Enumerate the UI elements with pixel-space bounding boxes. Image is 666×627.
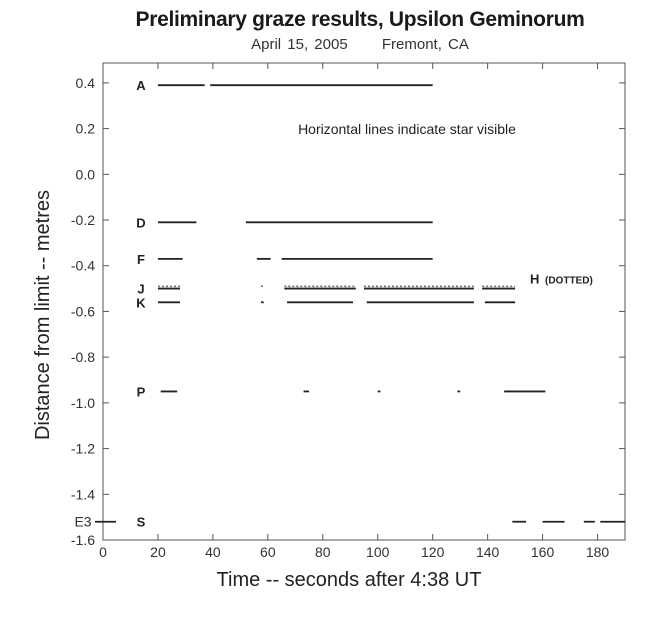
y-tick-label: -1.4 (71, 486, 95, 502)
series-label-p: P (137, 384, 146, 399)
x-tick-label: 20 (150, 544, 166, 560)
y-tick-label: -0.2 (71, 212, 95, 228)
y-tick-label: -1.6 (71, 532, 95, 548)
subtitle-date: April 15, 2005 (251, 36, 348, 53)
series-note-h: (DOTTED) (545, 275, 593, 286)
x-tick-label: 40 (205, 544, 221, 560)
plot-frame (102, 62, 626, 541)
series-label-k: K (136, 295, 146, 310)
y-tick-label: -0.8 (71, 349, 95, 365)
y-axis-title: Distance from limit -- metres (32, 190, 54, 440)
y-tick-label: -0.6 (71, 303, 95, 319)
series-label-d: D (136, 215, 145, 230)
series-label-f: F (137, 252, 145, 267)
series-label-j: J (137, 282, 144, 297)
row-labels: A D F H (DOTTED) JK P S E3 (74, 78, 592, 530)
x-axis-title: Time -- seconds after 4:38 UT (217, 569, 482, 591)
x-tick-label: 80 (315, 544, 331, 560)
x-tick-label: 100 (366, 544, 390, 560)
y-tick-label: -0.4 (71, 258, 95, 274)
series-label-s: S (137, 515, 146, 530)
x-tick-label: 60 (260, 544, 276, 560)
y-tick-label: 0.2 (76, 121, 96, 137)
x-tick-label: 140 (476, 544, 500, 560)
x-tick-label: 180 (586, 544, 610, 560)
subtitle-place: Fremont, CA (381, 36, 469, 53)
y-tick-label: 0.0 (76, 166, 96, 182)
y-tick-label: -1.2 (71, 441, 95, 457)
y-tick-label: 0.4 (76, 75, 96, 91)
series-label-a: A (136, 78, 146, 93)
series-extra-label: E3 (74, 514, 91, 530)
y-tick-label: -1.0 (71, 395, 95, 411)
x-tick-label: 160 (531, 544, 555, 560)
annotation: Horizontal lines indicate star visible (298, 121, 516, 137)
data-segments (95, 84, 625, 523)
x-tick-label: 0 (99, 544, 107, 560)
chart-subtitle: April 15, 2005 Fremont, CA (0, 36, 666, 53)
axis-ticks: 0 20 40 60 80 100 120 140 160 180 0.4 0.2 0.0 -0.2 -0.… (71, 63, 625, 560)
series-label-h: H (530, 271, 539, 286)
chart-title: Preliminary graze results, Upsilon Gemin… (135, 8, 585, 31)
x-tick-label: 120 (421, 544, 445, 560)
